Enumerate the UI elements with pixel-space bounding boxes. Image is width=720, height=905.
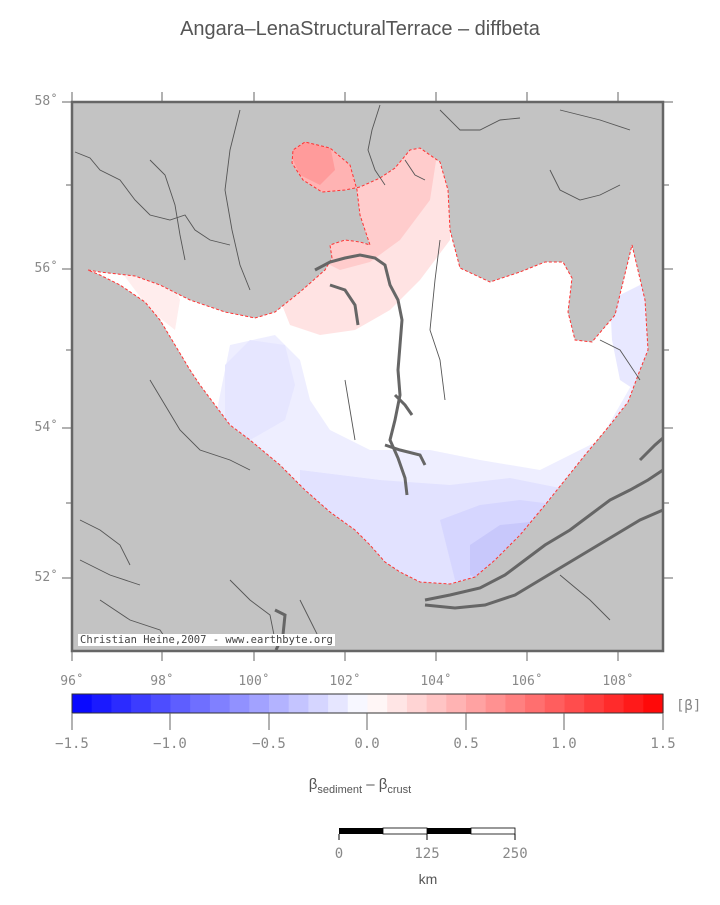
lat-label-58: 58˚ (34, 94, 58, 109)
colorbar-swatch (387, 694, 408, 713)
colorbar-tick-6: 1.5 (650, 736, 676, 752)
colorbar-swatch (131, 694, 152, 713)
scale-unit: km (418, 871, 438, 887)
colorbar-tick-1: −1.0 (153, 736, 187, 752)
colorbar-swatch (584, 694, 605, 713)
colorbar-swatch (426, 694, 447, 713)
lat-label-54: 54˚ (34, 420, 58, 435)
colorbar-swatch (72, 694, 93, 713)
lat-label-56: 56˚ (34, 261, 58, 276)
colorbar-swatch (623, 694, 644, 713)
colorbar-swatch (485, 694, 506, 713)
colorbar-swatch (347, 694, 369, 713)
reservoirs (314, 253, 427, 496)
colorbar-swatch (229, 694, 250, 713)
colorbar-tick-2: −0.5 (252, 736, 286, 752)
colorbar-swatch (328, 694, 349, 713)
colorbar-swatch (91, 694, 112, 713)
scale-label-125: 125 (414, 846, 440, 862)
colorbar-swatch (544, 694, 566, 713)
colorbar-swatch (525, 694, 546, 713)
lon-label-106: 106˚ (511, 674, 543, 689)
colorbar-tick-4: 0.5 (453, 736, 479, 752)
colorbar-swatch (643, 694, 664, 713)
lon-label-108: 108˚ (602, 674, 634, 689)
lon-label-96: 96˚ (60, 674, 84, 689)
lat-label-52: 52˚ (34, 570, 58, 585)
colorbar-swatch (269, 694, 290, 713)
colorbar-tick-5: 1.0 (551, 736, 577, 752)
rivers (74, 104, 641, 646)
scale-label-250: 250 (502, 846, 528, 862)
map-title: Angara–LenaStructuralTerrace – diffbeta (180, 18, 540, 40)
colorbar-axis-label: βsediment – βcrust (308, 776, 412, 796)
colorbar-swatch (209, 694, 231, 713)
colorbar-unit: [β] (676, 698, 702, 714)
colorbar-swatch (505, 694, 526, 713)
lon-label-102: 102˚ (329, 674, 361, 689)
colorbar-swatch (150, 694, 172, 713)
credit-text: Christian Heine,2007 - www.earthbyte.org (78, 634, 335, 646)
scale-label-0: 0 (334, 846, 344, 862)
lat-ticks (62, 101, 673, 579)
colorbar-ticks (71, 713, 664, 730)
lon-label-104: 104˚ (420, 674, 452, 689)
colorbar-swatch (406, 694, 428, 713)
colorbar-swatch (446, 694, 467, 713)
lon-label-98: 98˚ (150, 674, 174, 689)
colorbar-swatch (367, 694, 388, 713)
colorbar-swatch (564, 694, 585, 713)
colorbar-swatch (308, 694, 329, 713)
colorbar-swatch (603, 694, 625, 713)
colorbar-swatch (190, 694, 211, 713)
colorbar (72, 694, 664, 713)
scale-bar (338, 827, 516, 840)
colorbar-swatch (111, 694, 132, 713)
colorbar-tick-3: 0.0 (354, 736, 380, 752)
colorbar-tick-0: −1.5 (55, 736, 89, 752)
colorbar-swatch (288, 694, 309, 713)
colorbar-swatch (249, 694, 270, 713)
colorbar-swatch (466, 694, 487, 713)
colorbar-swatch (170, 694, 191, 713)
lon-label-100: 100˚ (238, 674, 270, 689)
lon-ticks (71, 92, 619, 661)
